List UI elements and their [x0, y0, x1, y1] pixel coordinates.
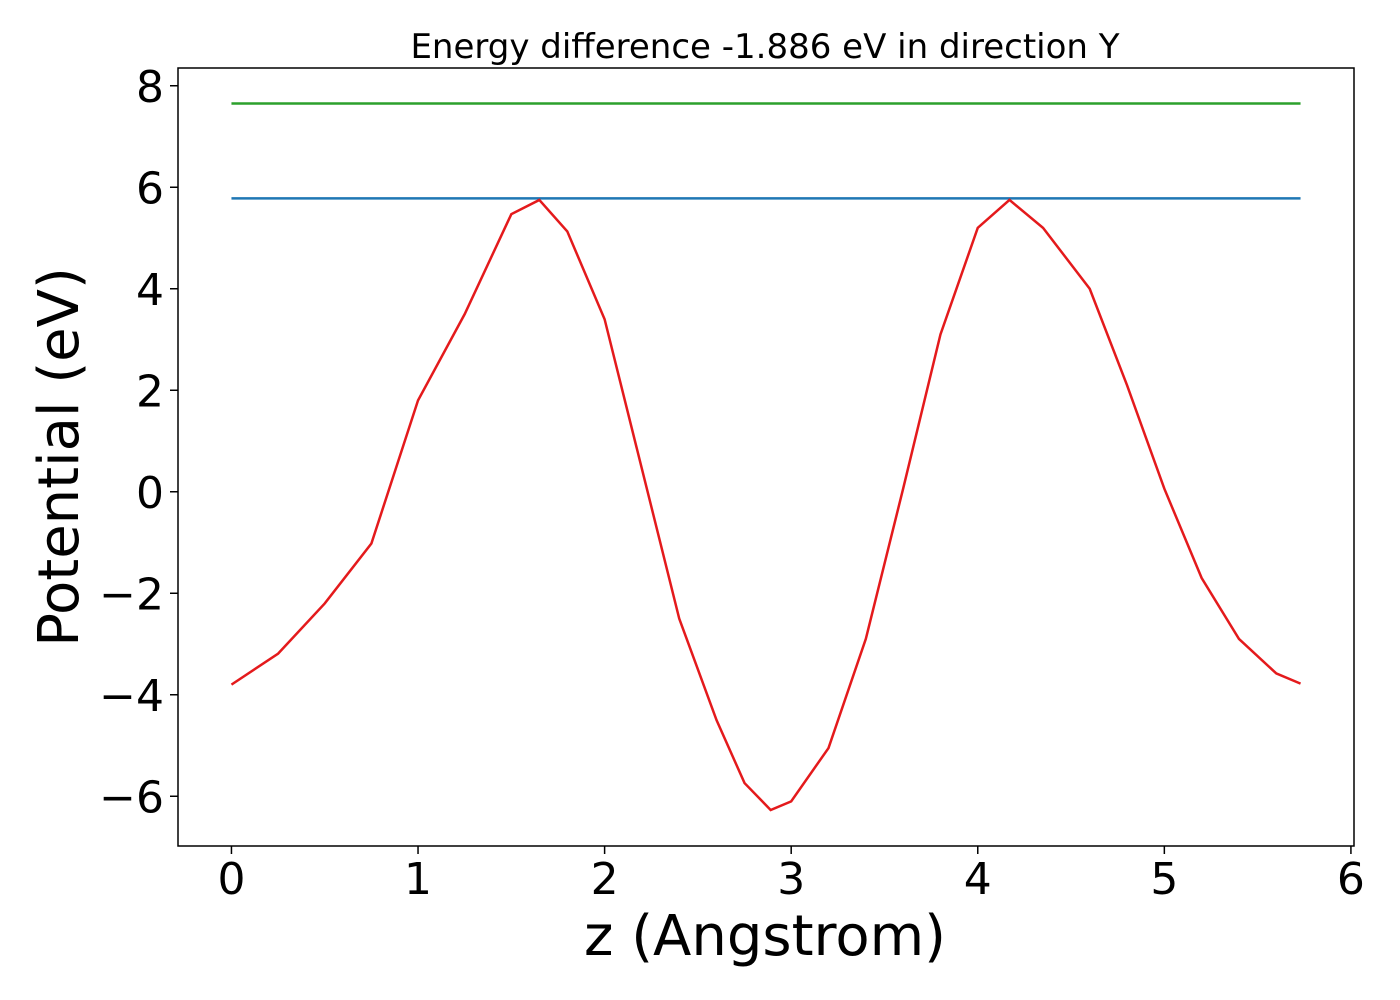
x-tick-label: 6 — [1337, 854, 1365, 905]
chart-title: Energy difference -1.886 eV in direction… — [410, 27, 1119, 67]
x-tick-label: 0 — [217, 854, 245, 905]
y-tick-label: 4 — [136, 265, 164, 316]
y-tick-label: 2 — [136, 366, 164, 417]
x-tick-label: 2 — [591, 854, 619, 905]
x-tick-label: 3 — [777, 854, 805, 905]
plot-frame — [177, 67, 1355, 847]
y-tick-label: −6 — [99, 772, 164, 823]
y-tick-label: 6 — [136, 163, 164, 214]
y-tick-label: 8 — [136, 62, 164, 113]
y-tick-label: 0 — [136, 468, 164, 519]
y-tick-label: −2 — [99, 569, 164, 620]
y-tick-label: −4 — [99, 671, 164, 722]
x-tick-label: 4 — [964, 854, 992, 905]
line-series — [230, 198, 1302, 812]
x-axis-label: z (Angstrom) — [584, 904, 946, 969]
x-tick-label: 5 — [1150, 854, 1178, 905]
x-tick-label: 1 — [404, 854, 432, 905]
y-axis-label: Potential (eV) — [27, 267, 92, 647]
